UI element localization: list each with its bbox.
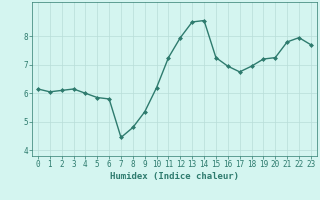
X-axis label: Humidex (Indice chaleur): Humidex (Indice chaleur) — [110, 172, 239, 181]
